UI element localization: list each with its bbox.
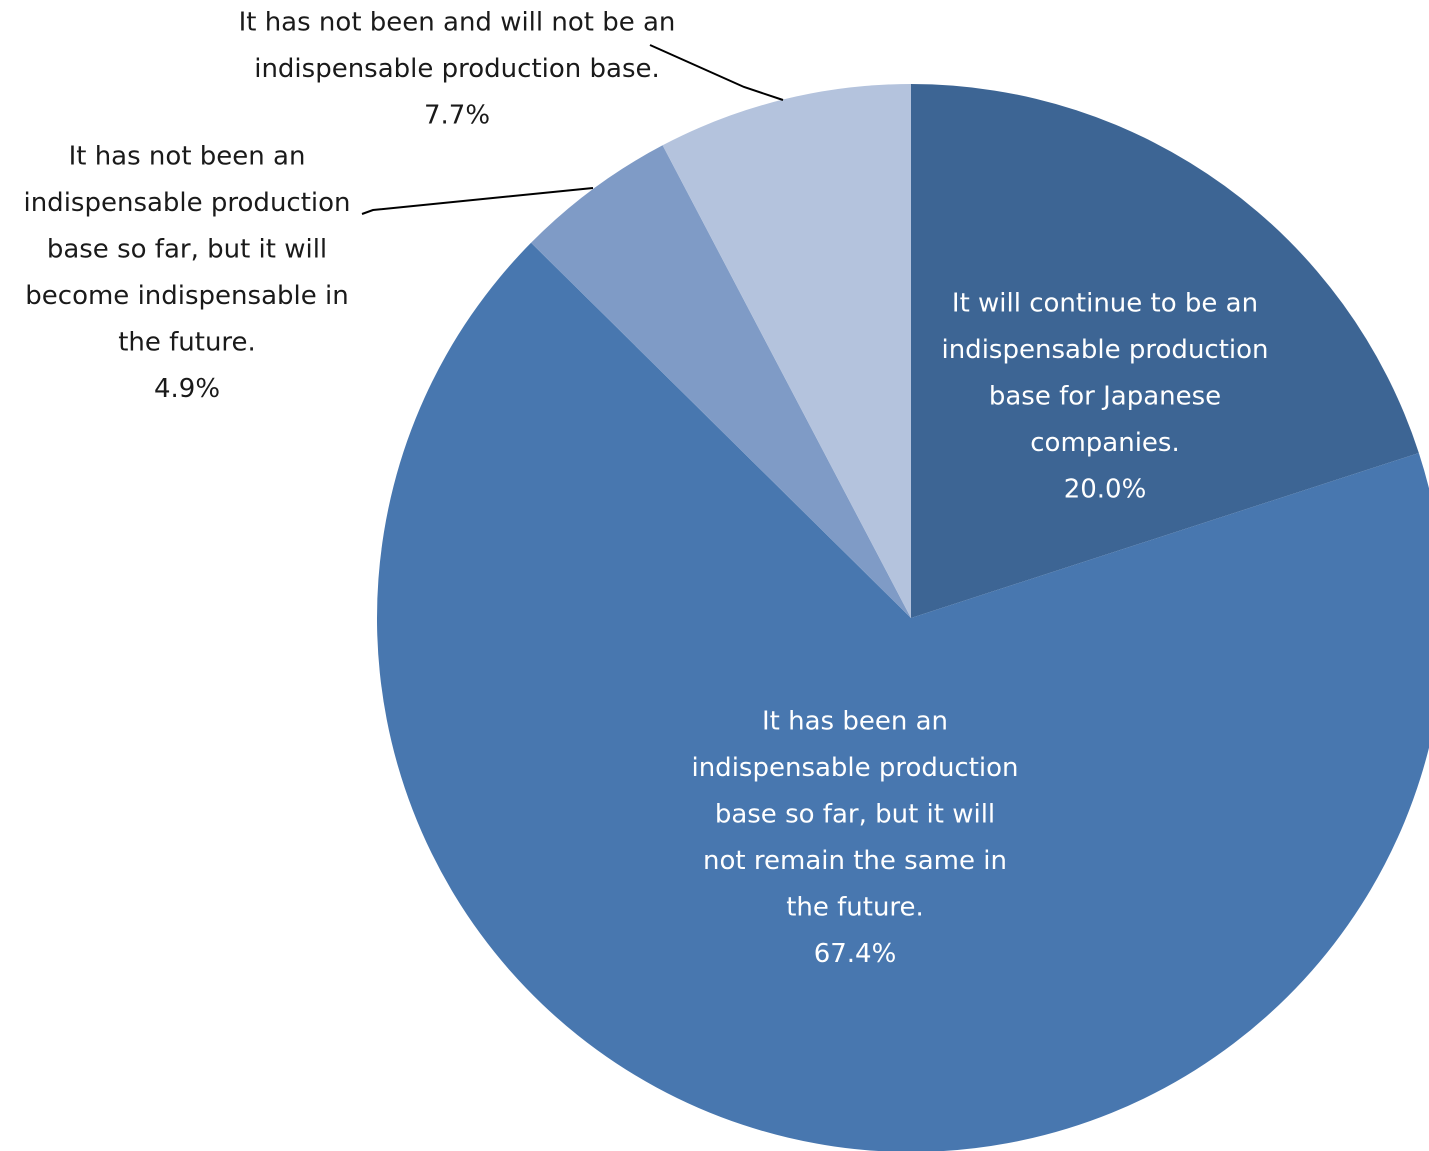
slice-label-line: the future. (786, 893, 924, 923)
slice-value-label: 67.4% (814, 939, 897, 969)
leader-lines (361, 44, 784, 215)
slice-label-line: indispensable production (941, 335, 1268, 365)
slice-label-line: not remain the same in (703, 846, 1007, 876)
pie-slice-2 (531, 145, 911, 619)
slice-value-label: 20.0% (1064, 475, 1147, 505)
pie-slice-0 (911, 84, 1419, 618)
slice-label-line: indispensable production (691, 753, 1018, 783)
slice-label-line: It has been an (762, 707, 948, 737)
slice-label-1: It has been an indispensable production ba… (691, 707, 1018, 970)
slice-label-line: It will continue to be an (952, 289, 1258, 319)
pie-slices (377, 84, 1429, 1151)
leader-line-slice-2 (361, 187, 594, 215)
pie-slice-1 (377, 242, 1429, 1151)
slice-labels: It will continue to be an indispensable p… (23, 8, 1268, 970)
pie-slice-3 (662, 84, 911, 618)
slice-label-line: base so far, but it will (715, 800, 995, 830)
slice-label-line: companies. (1030, 428, 1179, 458)
slice-label-line: base so far, but it will (47, 235, 327, 265)
slice-label-line: indispensable production base. (254, 54, 660, 84)
slice-label-line: become indispensable in (25, 281, 348, 311)
slice-label-line: It has not been an (69, 142, 306, 172)
slice-value-label: 7.7% (424, 101, 490, 131)
slice-label-line: It has not been and will not be an (239, 8, 676, 38)
leader-line-slice-3 (649, 44, 784, 101)
slice-label-line: base for Japanese (989, 382, 1221, 412)
slice-label-2: It has not been an indispensable producti… (23, 142, 350, 405)
slice-label-3: It has not been and will not be an indisp… (239, 8, 676, 131)
slice-label-line: the future. (118, 328, 256, 358)
slice-label-0: It will continue to be an indispensable p… (941, 289, 1268, 505)
slice-label-line: indispensable production (23, 188, 350, 218)
slice-value-label: 4.9% (154, 374, 220, 404)
